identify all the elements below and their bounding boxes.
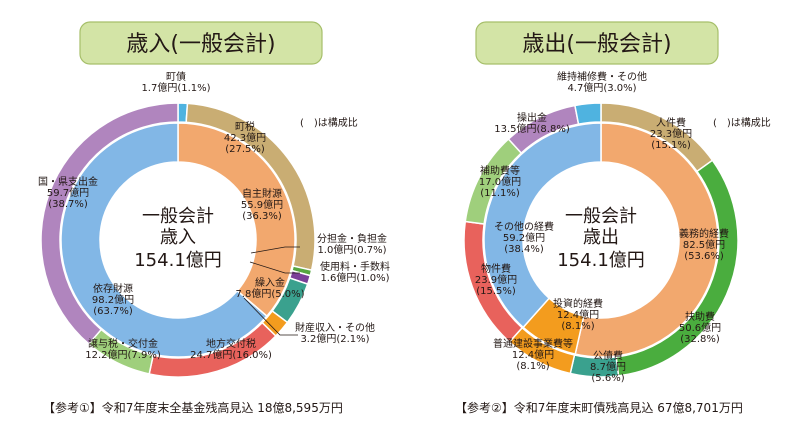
expenditure-title-box [475, 21, 719, 65]
expenditure-label-outer-6: 操出金 13.5億円(8.8%) [494, 111, 570, 135]
revenue-title: 歳入(一般会計) [126, 32, 275, 57]
revenue-label-outer-8: 国・県支出金 59.7億円(38.7%) [38, 175, 98, 210]
revenue-label-outer-6: 地方交付税 24.7億円(16.0%) [190, 337, 272, 361]
revenue-center-total: 154.1億円 [134, 250, 222, 271]
leader-line-bundankin [250, 246, 300, 254]
revenue-label-inner-0: 自主財源 55.9億円(36.3%) [241, 187, 283, 222]
revenue-leader-lines [243, 246, 300, 336]
expenditure-label-inner-0: 義務的経費 82.5億円(53.6%) [679, 227, 729, 262]
revenue-labels: 町債 1.7億円(1.1%) 町税 42.3億円(27.5%) 分担金・負担金 1.0億円… [38, 70, 390, 361]
revenue-label-outer-1: 町税 42.3億円(27.5%) [224, 120, 266, 155]
expenditure-title: 歳出(一般会計) [522, 32, 671, 57]
expenditure-center-line2: 歳出 [583, 227, 619, 248]
expenditure-label-outer-3: 普通建設事業費等 12.4億円(8.1%) [493, 337, 573, 372]
revenue-label-outer-5: 財産収入・その他 3.2億円(2.1%) [295, 321, 375, 345]
expenditure-outer-slice-7 [574, 102, 602, 126]
expenditure-chart: 歳出(一般会計) ( )は構成比 一般会計 歳出 154.1億円 維持補修費・そ… [455, 21, 771, 415]
revenue-title-box [79, 21, 323, 65]
expenditure-label-inner-1: 投資的経費 12.4億円(8.1%) [553, 297, 603, 332]
revenue-label-outer-0: 町債 1.7億円(1.1%) [141, 70, 210, 94]
leader-line-shiyoryo [249, 261, 300, 274]
expenditure-label-outer-2: 公債費 8.7億円(5.6%) [590, 349, 626, 384]
revenue-outer-ring [40, 102, 316, 378]
expenditure-outer-ring [463, 102, 739, 378]
revenue-label-outer-7: 譲与税・交付金 12.2億円(7.9%) [85, 337, 161, 361]
revenue-note: ( )は構成比 [300, 116, 358, 129]
expenditure-label-outer-4: 物件費 23.9億円(15.5%) [475, 262, 517, 297]
revenue-label-outer-4: 繰入金 7.8億円(5.0%) [235, 276, 304, 300]
expenditure-label-outer-5: 補助費等 17.0億円(11.1%) [479, 164, 521, 199]
expenditure-label-outer-1: 扶助費 50.6億円(32.8%) [679, 310, 721, 345]
revenue-chart: 歳入(一般会計) ( )は構成比 一般会計 歳入 154.1億円 町債 1.7億円… [38, 21, 390, 415]
expenditure-label-outer-0: 人件費 23.3億円(15.1%) [650, 116, 692, 151]
expenditure-note: ( )は構成比 [713, 116, 771, 129]
expenditure-center-line1: 一般会計 [565, 206, 637, 227]
expenditure-label-inner-2: その他の経費 59.2億円(38.4%) [494, 220, 554, 255]
revenue-outer-slice-8 [40, 102, 179, 346]
revenue-label-outer-3: 使用料・手数料 1.6億円(1.0%) [320, 260, 390, 284]
expenditure-center-total: 154.1億円 [557, 250, 645, 271]
revenue-center-hole [100, 162, 256, 318]
leader-line-zaisan [243, 297, 298, 336]
expenditure-center-hole [523, 162, 679, 318]
revenue-label-inner-1: 依存財源 98.2億円(63.7%) [92, 282, 134, 317]
expenditure-labels: 維持補修費・その他 4.7億円(3.0%)人件費 23.3億円(15.1%) 扶助費 5… [475, 70, 729, 384]
revenue-center-line1: 一般会計 [142, 206, 214, 227]
revenue-label-outer-2: 分担金・負担金 1.0億円(0.7%) [317, 232, 387, 256]
expenditure-label-outer-7: 維持補修費・その他 4.7億円(3.0%) [557, 70, 647, 94]
revenue-center-line2: 歳入 [160, 227, 196, 248]
revenue-footer: 【参考①】令和7年度末全基金残高見込 18億8,595万円 [43, 400, 343, 415]
expenditure-footer: 【参考②】令和7年度末町債残高見込 67億8,701万円 [455, 400, 743, 415]
